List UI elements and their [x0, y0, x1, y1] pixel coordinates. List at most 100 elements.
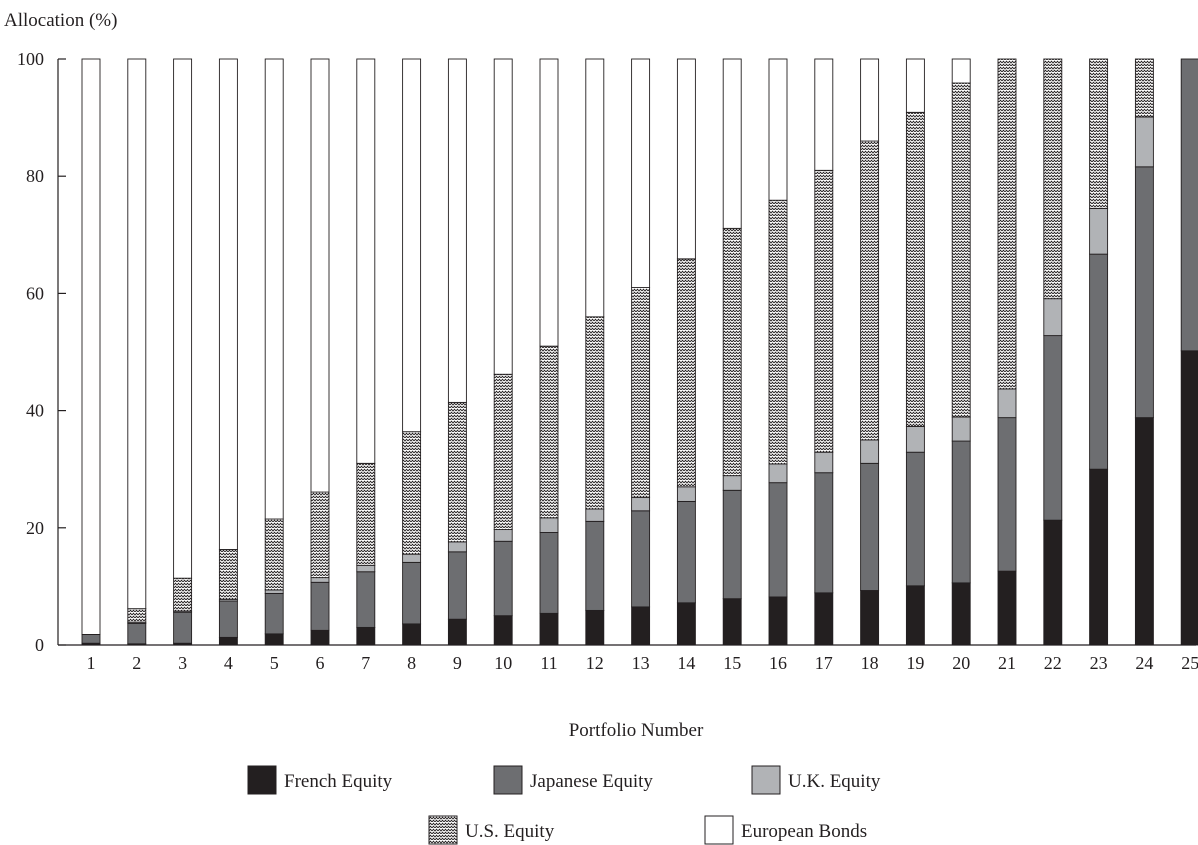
bar-stack-4 [218, 58, 238, 646]
bar-stack-22 [1043, 58, 1063, 646]
bar-segment-french-equity [1180, 350, 1198, 646]
bar-segment-u-s-equity [997, 58, 1017, 390]
bar-segment-u-s-equity [310, 491, 330, 579]
bar-segment-french-equity [264, 633, 284, 646]
bar-segment-u-s-equity [1134, 58, 1154, 118]
bar-segment-french-equity [768, 596, 788, 646]
bar-segment-japanese-equity [173, 611, 193, 644]
bar-segment-u-s-equity [402, 431, 422, 555]
x-tick-label: 8 [407, 653, 416, 673]
bar-segment-japanese-equity [1043, 335, 1063, 521]
x-tick-label: 25 [1181, 653, 1198, 673]
bar-stack-2 [127, 58, 147, 646]
bar-stack-12 [585, 58, 605, 646]
bar-segment-u-k-equity [631, 496, 651, 512]
bar-segment-french-equity [539, 612, 559, 646]
bar-segment-u-k-equity [310, 577, 330, 583]
legend-item: Japanese Equity [493, 765, 653, 795]
x-tick-label: 18 [861, 653, 879, 673]
bar-segment-french-equity [905, 585, 925, 646]
y-axis-label: Allocation (%) [4, 10, 117, 31]
legend-item: U.K. Equity [751, 765, 881, 795]
bar-segment-european-bonds [951, 58, 971, 84]
bar-segment-japanese-equity [585, 520, 605, 611]
bar-segment-european-bonds [722, 58, 742, 229]
y-tick-label: 60 [26, 283, 44, 303]
x-tick-label: 23 [1090, 653, 1108, 673]
bar-segment-u-k-equity [860, 439, 880, 464]
bar-segment-u-k-equity [539, 517, 559, 533]
x-tick-label: 24 [1135, 653, 1153, 673]
bar-segment-u-s-equity [585, 316, 605, 510]
bar-segment-japanese-equity [951, 440, 971, 584]
bar-stack-7 [356, 58, 376, 646]
bar-segment-u-k-equity [676, 486, 696, 502]
legend-item: French Equity [247, 765, 393, 795]
bar-stack-14 [676, 58, 696, 646]
bar-segment-u-s-equity [722, 227, 742, 477]
x-tick-label: 12 [586, 653, 604, 673]
bar-segment-japanese-equity [402, 561, 422, 625]
x-tick-label: 5 [270, 653, 279, 673]
bar-segment-u-k-equity [402, 553, 422, 563]
x-tick-label: 10 [494, 653, 512, 673]
bar-segment-u-k-equity [356, 564, 376, 573]
bar-segment-u-k-equity [493, 529, 513, 542]
bar-segment-european-bonds [768, 58, 788, 201]
bar-segment-u-s-equity [631, 287, 651, 498]
bar-stack-5 [264, 58, 284, 646]
bar-segment-japanese-equity [768, 482, 788, 598]
bar-segment-u-s-equity [493, 373, 513, 531]
bar-stack-23 [1089, 58, 1109, 646]
legend-swatch [704, 815, 734, 845]
bar-segment-japanese-equity [127, 622, 147, 645]
bar-segment-japanese-equity [356, 571, 376, 628]
bar-segment-european-bonds [310, 58, 330, 493]
bar-segment-european-bonds [264, 58, 284, 520]
y-tick-label: 100 [17, 49, 44, 69]
bar-segment-u-s-equity [447, 401, 467, 543]
bar-segment-u-k-equity [905, 425, 925, 453]
bar-stack-8 [402, 58, 422, 646]
bar-segment-french-equity [493, 615, 513, 646]
legend-label: U.K. Equity [788, 771, 881, 792]
bar-segment-u-s-equity [1089, 58, 1109, 209]
bar-segment-japanese-equity [493, 540, 513, 617]
legend-label: French Equity [284, 771, 393, 792]
bar-segment-u-k-equity [1043, 298, 1063, 337]
bar-stack-19 [905, 58, 925, 646]
bar-segment-french-equity [310, 629, 330, 646]
bar-segment-u-s-equity [951, 82, 971, 418]
bar-segment-european-bonds [860, 58, 880, 142]
y-tick-label: 40 [26, 401, 44, 421]
bar-segment-u-s-equity [814, 169, 834, 453]
legend-item: European Bonds [704, 815, 867, 845]
y-tick-label: 0 [35, 635, 44, 655]
bar-segment-french-equity [860, 590, 880, 646]
bar-segment-japanese-equity [81, 634, 101, 644]
bar-segment-japanese-equity [631, 510, 651, 608]
bar-segment-french-equity [1043, 519, 1063, 646]
x-tick-label: 11 [540, 653, 557, 673]
bar-segment-u-s-equity [218, 549, 238, 600]
bar-stack-24 [1134, 58, 1154, 646]
bar-stack-16 [768, 58, 788, 646]
bar-segment-french-equity [356, 626, 376, 646]
bar-segment-u-k-equity [722, 475, 742, 491]
bar-stack-3 [173, 58, 193, 646]
bar-segment-french-equity [951, 582, 971, 646]
x-tick-label: 15 [723, 653, 741, 673]
bar-segment-japanese-equity [1134, 166, 1154, 419]
bar-segment-japanese-equity [997, 417, 1017, 572]
bar-segment-french-equity [1089, 468, 1109, 646]
bar-segment-european-bonds [81, 58, 101, 635]
bar-segment-japanese-equity [722, 489, 742, 600]
bar-segment-french-equity [997, 570, 1017, 646]
bar-segment-french-equity [722, 598, 742, 646]
legend-swatch [493, 765, 523, 795]
x-tick-label: 1 [87, 653, 96, 673]
legend-label: Japanese Equity [530, 771, 653, 792]
legend-label: U.S. Equity [465, 821, 555, 842]
bar-segment-french-equity [631, 606, 651, 646]
